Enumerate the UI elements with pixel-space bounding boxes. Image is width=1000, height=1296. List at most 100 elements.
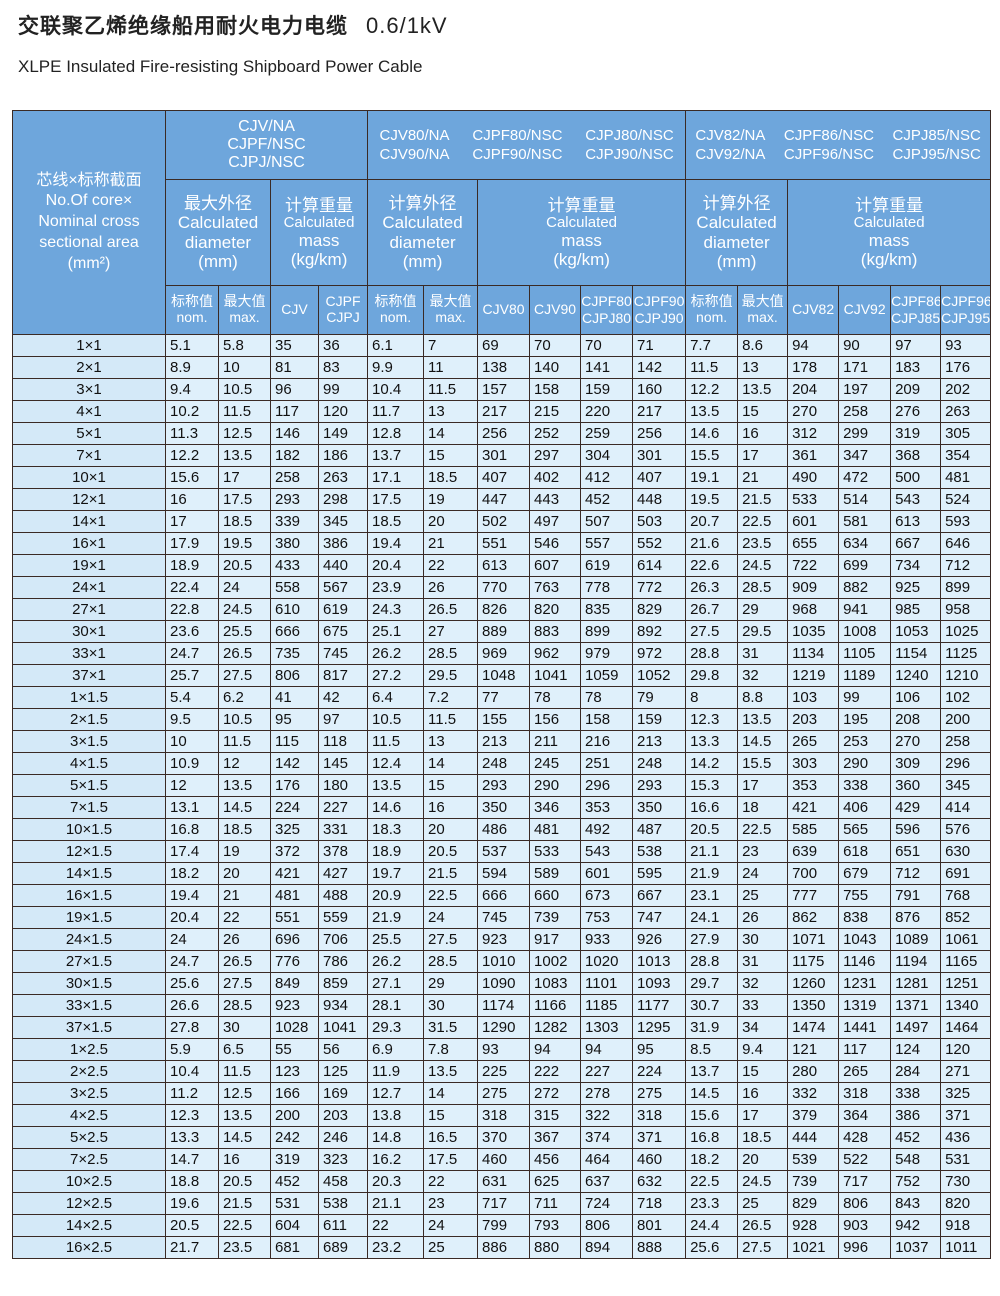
value-cell: 12 [165, 774, 219, 797]
value-cell: 6.4 [367, 686, 425, 709]
value-cell: 21.7 [165, 1236, 219, 1259]
value-cell: 490 [787, 466, 840, 489]
value-cell: 25.5 [218, 620, 271, 643]
table-row: 12×1 16 17.5 293 298 17.5 19 447 443 452 448 19.5 21… [12, 488, 992, 511]
value-cell: 22.5 [685, 1170, 739, 1193]
value-cell: 407 [632, 466, 687, 489]
column-header-line: CJV80 [482, 301, 525, 318]
value-cell: 1071 [787, 928, 840, 951]
value-cell: 926 [632, 928, 687, 951]
value-cell: 171 [838, 356, 892, 379]
value-cell: 13.5 [218, 444, 271, 467]
value-cell: 1260 [787, 972, 840, 995]
value-cell: 835 [580, 598, 634, 621]
value-cell: 141 [580, 356, 634, 379]
column-header-line: CJPJ90 [634, 310, 684, 326]
value-cell: 1053 [890, 620, 942, 643]
value-cell: 15 [423, 774, 479, 797]
value-cell: 10.4 [165, 1060, 219, 1083]
value-cell: 852 [940, 906, 992, 929]
page-subtitle: XLPE Insulated Fire-resisting Shipboard … [18, 57, 423, 76]
value-cell: 660 [529, 884, 582, 907]
value-cell: 18 [737, 796, 789, 819]
table-row: 24×1 22.4 24 558 567 23.9 26 770 763 778 772 26.3 28… [12, 576, 992, 599]
value-cell: 718 [632, 1192, 687, 1215]
value-cell: 402 [529, 466, 582, 489]
value-cell: 93 [940, 334, 992, 357]
value-cell: 596 [890, 818, 942, 841]
core-section-header: 芯线×标称截面 No.Of core× Nominal cross sectio… [12, 110, 166, 335]
value-cell: 318 [632, 1104, 687, 1127]
value-cell: 589 [529, 862, 582, 885]
table-row: 14×2.5 20.5 22.5 604 611 22 24 799 793 806 801 24.4… [12, 1214, 992, 1237]
header-line: 计算重量 [285, 195, 354, 215]
value-cell: 271 [940, 1060, 992, 1083]
value-cell: 15.5 [685, 444, 739, 467]
value-cell: 631 [477, 1170, 531, 1193]
table-row: 24×1.5 24 26 696 706 25.5 27.5 923 917 933 926 27.9… [12, 928, 992, 951]
value-cell: 27.1 [367, 972, 425, 995]
value-cell: 299 [838, 422, 892, 445]
value-cell: 8.5 [685, 1038, 739, 1061]
core-section-cell: 2×2.5 [12, 1060, 166, 1083]
value-cell: 96 [270, 378, 319, 401]
header-line: Calculated [382, 213, 463, 233]
value-cell: 717 [477, 1192, 531, 1215]
value-cell: 801 [632, 1214, 687, 1237]
value-cell: 21.9 [685, 862, 739, 885]
value-cell: 21.6 [685, 532, 739, 555]
value-cell: 345 [940, 774, 992, 797]
value-cell: 124 [890, 1038, 942, 1061]
value-cell: 745 [477, 906, 531, 929]
mass-header: 计算重量 Calculated mass (kg/km) [787, 179, 992, 286]
table-row: 33×1 24.7 26.5 735 745 26.2 28.5 969 962 979 972 28… [12, 642, 992, 665]
value-cell: 464 [580, 1148, 634, 1171]
value-cell: 227 [580, 1060, 634, 1083]
value-cell: 10.5 [218, 708, 271, 731]
value-cell: 11.5 [423, 378, 479, 401]
value-cell: 894 [580, 1236, 634, 1259]
value-cell: 156 [529, 708, 582, 731]
value-cell: 452 [890, 1126, 942, 1149]
model-label: CJPJ90/NSC [585, 146, 674, 163]
value-cell: 859 [317, 972, 369, 995]
value-cell: 18.5 [367, 510, 425, 533]
value-cell: 13.5 [737, 708, 789, 731]
header-line: sectional area [39, 233, 139, 251]
core-section-cell: 30×1.5 [12, 972, 166, 995]
value-cell: 370 [477, 1126, 531, 1149]
value-cell: 711 [529, 1192, 582, 1215]
value-cell: 972 [632, 642, 687, 665]
core-section-cell: 7×2.5 [12, 1148, 166, 1171]
column-header: CJV [270, 285, 319, 335]
value-cell: 27.5 [218, 664, 271, 687]
value-cell: 1021 [787, 1236, 840, 1259]
value-cell: 433 [270, 554, 319, 577]
value-cell: 14.6 [367, 796, 425, 819]
core-section-cell: 12×1 [12, 488, 166, 511]
value-cell: 278 [580, 1082, 634, 1105]
value-cell: 378 [317, 840, 369, 863]
value-cell: 22 [423, 554, 479, 577]
value-cell: 169 [317, 1082, 369, 1105]
column-header-line: 最大值 [223, 293, 266, 310]
value-cell: 31.9 [685, 1016, 739, 1039]
column-header-line: CJV92 [843, 301, 886, 318]
value-cell: 22.6 [685, 554, 739, 577]
column-header-line: 标称值 [374, 293, 417, 310]
calc-diameter-header: 计算外径 Calculated diameter (mm) [367, 179, 479, 286]
value-cell: 492 [580, 818, 634, 841]
value-cell: 35 [270, 334, 319, 357]
core-section-cell: 19×1 [12, 554, 166, 577]
value-cell: 745 [317, 642, 369, 665]
value-cell: 533 [529, 840, 582, 863]
value-cell: 13.5 [423, 1060, 479, 1083]
value-cell: 543 [890, 488, 942, 511]
value-cell: 882 [838, 576, 892, 599]
value-cell: 1134 [787, 642, 840, 665]
value-cell: 820 [529, 598, 582, 621]
core-section-cell: 4×1.5 [12, 752, 166, 775]
table-row: 7×1.5 13.1 14.5 224 227 14.6 16 350 346 353 350 16.… [12, 796, 992, 819]
value-cell: 258 [940, 730, 992, 753]
value-cell: 558 [270, 576, 319, 599]
